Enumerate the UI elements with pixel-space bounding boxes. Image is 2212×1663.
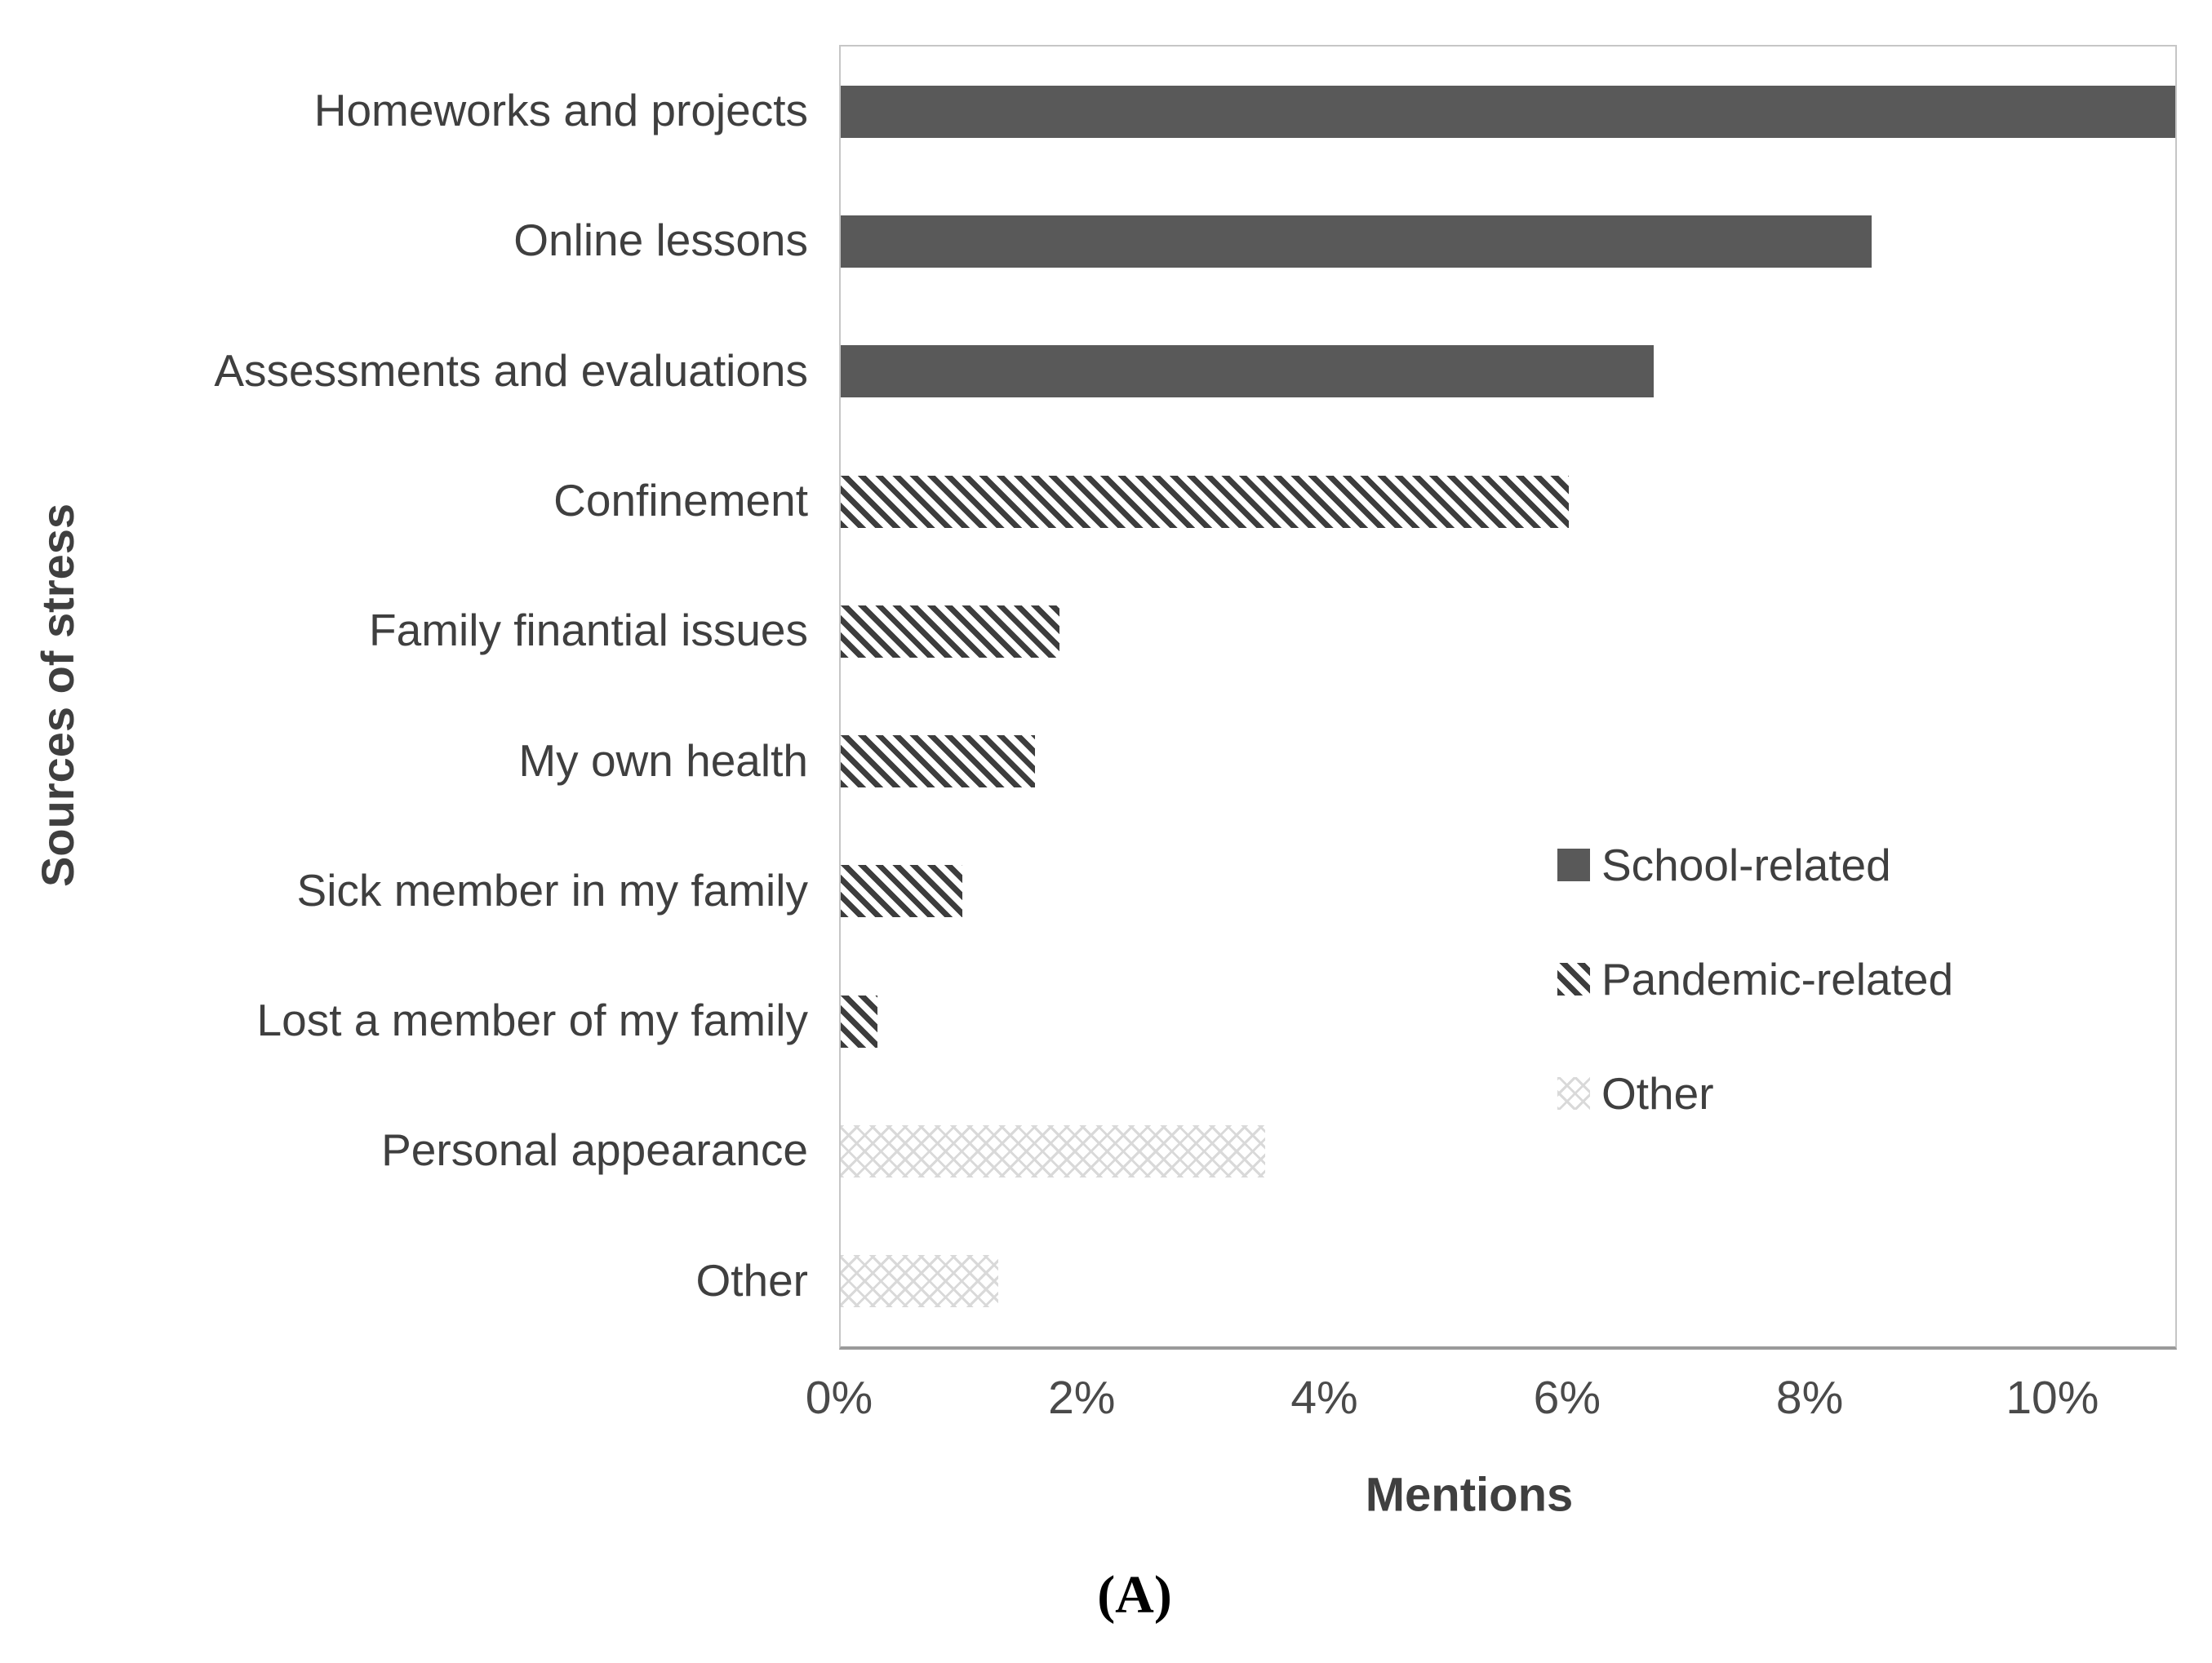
x-tick-label: 2% <box>1048 1372 1116 1424</box>
category-label: Online lessons <box>513 214 808 265</box>
x-axis-title: Mentions <box>1365 1468 1574 1522</box>
plot-area <box>839 45 2177 1350</box>
legend-label: School-related <box>1601 840 1891 890</box>
x-tick-label: 4% <box>1290 1372 1358 1424</box>
bar-school-1 <box>841 215 1872 268</box>
bar-pandemic-3 <box>841 476 1569 528</box>
category-label: Family finantial issues <box>369 604 808 655</box>
legend-swatch-school-icon <box>1557 849 1590 881</box>
legend: School-related Pandemic-related Other <box>1557 824 1953 1167</box>
x-tick-label: 6% <box>1533 1372 1601 1424</box>
legend-item-pandemic: Pandemic-related <box>1557 938 1953 1020</box>
bar-school-0 <box>841 86 2175 138</box>
category-axis: Homeworks and projects Online lessons Asse… <box>0 45 808 1345</box>
bar-pandemic-6 <box>841 865 962 917</box>
category-label: Confinement <box>553 474 808 526</box>
bar-pandemic-7 <box>841 996 877 1048</box>
legend-label: Pandemic-related <box>1601 954 1954 1004</box>
x-tick-label: 8% <box>1775 1372 1844 1424</box>
x-tick-label: 0% <box>805 1372 873 1424</box>
category-label: Lost a member of my family <box>256 994 808 1045</box>
category-label: Other <box>695 1254 808 1306</box>
bar-other-9 <box>841 1255 999 1307</box>
category-label: Sick member in my family <box>296 864 808 916</box>
legend-swatch-other-icon <box>1557 1077 1590 1110</box>
bar-other-8 <box>841 1125 1266 1177</box>
legend-swatch-pandemic-icon <box>1557 963 1590 996</box>
bar-pandemic-5 <box>841 735 1035 787</box>
legend-item-other: Other <box>1557 1053 1953 1134</box>
x-axis-ticks: 0% 2% 4% 6% 8% 10% <box>806 1371 2174 1436</box>
x-tick-label: 10% <box>2005 1372 2099 1424</box>
category-label: Personal appearance <box>381 1124 808 1175</box>
bar-school-2 <box>841 345 1654 397</box>
bar-pandemic-4 <box>841 605 1059 658</box>
legend-item-school: School-related <box>1557 824 1953 906</box>
category-label: Assessments and evaluations <box>214 344 808 396</box>
category-label: My own health <box>518 734 808 786</box>
category-label: Homeworks and projects <box>313 84 808 135</box>
legend-label: Other <box>1601 1068 1714 1119</box>
figure-caption: (A) <box>1097 1565 1172 1625</box>
